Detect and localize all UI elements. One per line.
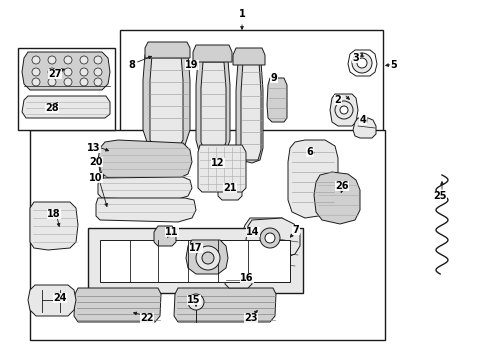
Circle shape (32, 78, 40, 86)
Text: 10: 10 (89, 173, 102, 183)
Polygon shape (150, 55, 183, 148)
Bar (88, 228, 303, 293)
Text: 22: 22 (140, 313, 153, 323)
Text: 16: 16 (240, 273, 253, 283)
Polygon shape (196, 55, 229, 158)
Polygon shape (185, 240, 227, 274)
Circle shape (80, 78, 88, 86)
Text: 25: 25 (432, 191, 446, 201)
Polygon shape (266, 78, 286, 122)
Bar (30, 130, 384, 340)
Text: 27: 27 (48, 69, 61, 79)
Polygon shape (218, 183, 242, 200)
Polygon shape (154, 226, 176, 246)
Circle shape (48, 56, 56, 64)
Text: 21: 21 (223, 183, 236, 193)
Text: 7: 7 (292, 225, 299, 235)
Text: 23: 23 (244, 313, 257, 323)
Text: 8: 8 (128, 60, 135, 70)
Circle shape (356, 58, 366, 68)
Text: 5: 5 (390, 60, 397, 70)
Text: 2: 2 (334, 95, 341, 105)
Circle shape (64, 68, 72, 76)
Circle shape (32, 56, 40, 64)
Text: 14: 14 (246, 227, 259, 237)
Polygon shape (232, 48, 264, 65)
Text: 28: 28 (45, 103, 59, 113)
Circle shape (64, 56, 72, 64)
Bar (18, 48, 115, 130)
Circle shape (260, 228, 280, 248)
Polygon shape (30, 202, 78, 250)
Polygon shape (142, 50, 190, 150)
Bar (120, 30, 382, 278)
Text: 3: 3 (352, 53, 359, 63)
Text: 12: 12 (211, 158, 224, 168)
Circle shape (94, 68, 102, 76)
Text: 20: 20 (89, 157, 102, 167)
Circle shape (80, 56, 88, 64)
Polygon shape (74, 288, 161, 322)
Text: 9: 9 (270, 73, 277, 83)
Bar (100, 240, 289, 282)
Polygon shape (201, 62, 225, 153)
Text: 4: 4 (359, 115, 366, 125)
Polygon shape (198, 145, 245, 192)
Polygon shape (240, 218, 299, 282)
Polygon shape (241, 62, 261, 160)
Polygon shape (174, 288, 275, 322)
Text: 1: 1 (238, 9, 245, 19)
Text: 11: 11 (165, 227, 179, 237)
Circle shape (48, 68, 56, 76)
Circle shape (32, 68, 40, 76)
Circle shape (202, 252, 214, 264)
Polygon shape (22, 52, 110, 90)
Circle shape (48, 78, 56, 86)
Polygon shape (245, 218, 299, 258)
Circle shape (94, 56, 102, 64)
Circle shape (94, 78, 102, 86)
Text: 17: 17 (189, 243, 203, 253)
Polygon shape (287, 140, 337, 218)
Text: 18: 18 (47, 209, 61, 219)
Circle shape (64, 78, 72, 86)
Polygon shape (98, 177, 192, 200)
Polygon shape (236, 55, 263, 163)
Circle shape (80, 68, 88, 76)
Circle shape (187, 294, 203, 310)
Polygon shape (329, 94, 357, 126)
Circle shape (264, 233, 274, 243)
Polygon shape (352, 118, 375, 138)
Text: 24: 24 (53, 293, 67, 303)
Polygon shape (313, 172, 359, 224)
Circle shape (351, 53, 371, 73)
Polygon shape (98, 140, 192, 180)
Circle shape (334, 101, 352, 119)
Polygon shape (28, 285, 76, 316)
Text: 6: 6 (306, 147, 313, 157)
Text: 19: 19 (185, 60, 198, 70)
Text: 13: 13 (87, 143, 101, 153)
Circle shape (196, 246, 220, 270)
Polygon shape (347, 50, 376, 76)
Polygon shape (22, 96, 110, 118)
Polygon shape (224, 272, 251, 288)
Polygon shape (145, 42, 190, 58)
Polygon shape (193, 45, 231, 62)
Text: 26: 26 (335, 181, 348, 191)
Circle shape (339, 106, 347, 114)
Polygon shape (96, 198, 196, 222)
Text: 15: 15 (187, 295, 201, 305)
